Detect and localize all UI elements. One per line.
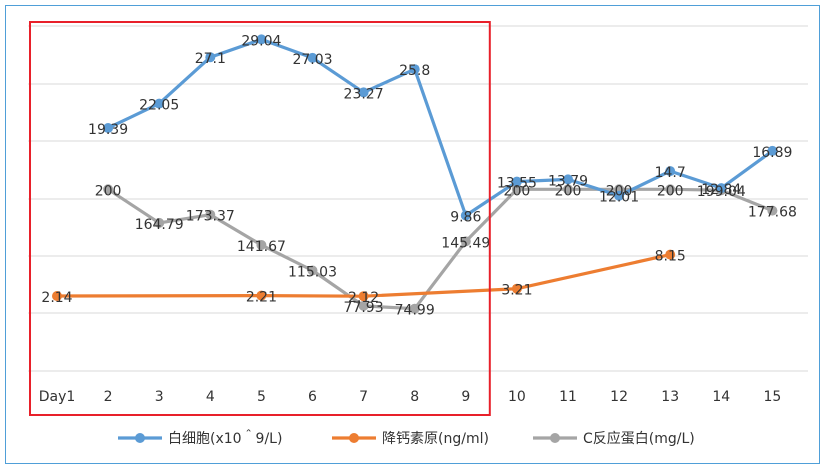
data-label: 141.67	[237, 239, 286, 255]
data-point	[307, 52, 318, 63]
data-label: 29.04	[241, 33, 281, 49]
data-label: 12.84	[701, 182, 741, 198]
gridlines	[28, 25, 808, 372]
data-point	[256, 290, 267, 301]
data-label: 200	[606, 183, 633, 199]
data-point	[511, 184, 522, 195]
data-point	[256, 34, 267, 45]
x-tick-label: 8	[410, 389, 419, 405]
data-label: 3.21	[501, 283, 532, 299]
data-label: 177.68	[748, 205, 797, 221]
series-line	[107, 187, 773, 311]
x-tick-label: 11	[559, 389, 577, 405]
data-label: 200	[95, 183, 122, 199]
data-label: 13.79	[548, 173, 588, 189]
data-label: 77.93	[344, 300, 384, 316]
data-point	[563, 174, 573, 185]
data-label: 2.12	[348, 290, 379, 306]
x-axis-ticks: Day1 2 3 4 5 6 7 8 9 10 11 12 13 14 15	[39, 389, 782, 405]
legend-swatch-marker	[349, 433, 359, 443]
data-label: 8.15	[655, 249, 686, 265]
data-point	[767, 205, 778, 216]
data-point	[460, 210, 471, 221]
data-point	[409, 303, 420, 314]
data-label: 27.1	[195, 51, 226, 67]
data-point	[511, 176, 522, 187]
x-tick-label: Day1	[39, 389, 76, 405]
data-point	[665, 166, 676, 177]
data-label: 12.01	[599, 190, 639, 206]
data-point	[716, 183, 727, 194]
data-label: 16.89	[752, 145, 792, 161]
data-label: 74.99	[395, 303, 435, 319]
data-point	[256, 240, 267, 250]
legend-swatch-marker	[135, 433, 145, 443]
line-chart: Day1 2 3 4 5 6 7 8 9 10 11 12 13 14 15 200 164.79173.37…	[28, 21, 808, 447]
data-point	[665, 249, 676, 260]
data-point	[511, 283, 522, 294]
legend-label: 降钙素原(ng/ml)	[382, 431, 489, 447]
data-point	[358, 300, 369, 311]
data-point	[358, 291, 369, 302]
data-point	[154, 98, 165, 109]
x-tick-label: 9	[461, 389, 470, 405]
data-point	[103, 123, 114, 133]
series-points	[52, 34, 778, 314]
data-label: 25.8	[399, 63, 430, 79]
data-label: 9.86	[450, 210, 481, 226]
data-point	[563, 184, 573, 195]
data-point	[154, 217, 165, 228]
data-point	[205, 52, 216, 63]
legend-label: 白细胞(x10＾9/L)	[168, 429, 282, 447]
data-label: 2.21	[246, 290, 277, 306]
x-tick-label: 5	[257, 389, 266, 405]
x-tick-label: 10	[508, 389, 526, 405]
data-point	[665, 184, 676, 195]
x-tick-label: 14	[712, 389, 730, 405]
data-label: 23.27	[344, 86, 384, 102]
data-point	[358, 87, 369, 98]
data-label: 200	[504, 183, 531, 199]
x-tick-label: 13	[661, 389, 679, 405]
data-label: 200	[657, 183, 684, 199]
data-point	[409, 64, 420, 75]
x-tick-label: 6	[308, 389, 317, 405]
x-tick-label: 2	[104, 389, 113, 405]
data-point	[614, 190, 625, 201]
data-point	[52, 291, 62, 301]
x-tick-label: 3	[155, 389, 164, 405]
data-label: 22.05	[139, 98, 179, 114]
data-point	[767, 145, 778, 156]
data-label: 2.14	[41, 290, 72, 306]
data-label: 19.39	[88, 122, 128, 138]
chart-frame: Day1 2 3 4 5 6 7 8 9 10 11 12 13 14 15 200 164.79 173.37…	[5, 5, 820, 464]
x-tick-label: 15	[763, 389, 781, 405]
x-tick-label: 7	[359, 389, 368, 405]
data-point	[103, 184, 114, 195]
x-tick-label: 12	[610, 389, 628, 405]
data-label: 14.7	[655, 165, 686, 181]
data-label: 164.79	[135, 217, 184, 233]
data-point	[307, 265, 318, 276]
data-point	[205, 209, 216, 220]
legend-swatch-marker	[550, 433, 560, 443]
data-label: 27.03	[292, 52, 332, 68]
series-line	[107, 37, 774, 218]
data-label: 145.49	[441, 235, 490, 251]
data-label: 115.03	[288, 265, 337, 281]
legend-label: C反应蛋白(mg/L)	[583, 430, 695, 447]
data-point	[460, 236, 471, 247]
legend: 白细胞(x10＾9/L) 降钙素原(ng/ml) C反应蛋白(mg/L)	[118, 429, 695, 447]
data-label: 173.37	[186, 209, 235, 225]
x-tick-label: 4	[206, 389, 215, 405]
data-label: 199.04	[697, 184, 746, 200]
highlight-box	[29, 21, 491, 416]
data-label: 13.55	[497, 176, 537, 192]
data-label: 200	[555, 183, 582, 199]
